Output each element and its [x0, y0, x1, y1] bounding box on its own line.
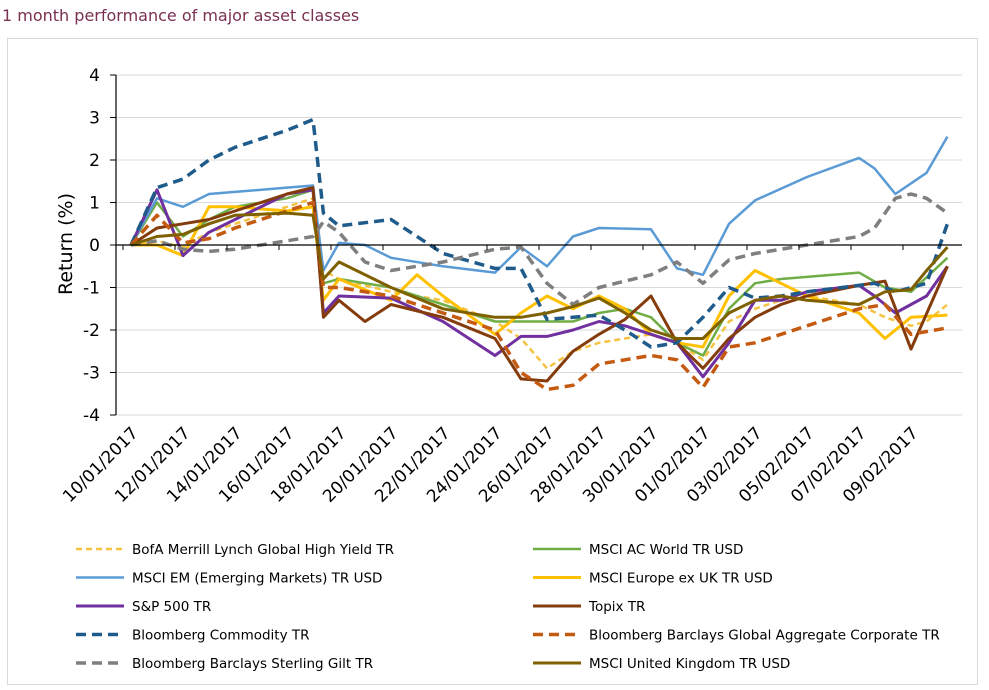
y-tick-label: -4 [83, 406, 100, 426]
y-tick-label: 3 [89, 109, 100, 129]
series-line [129, 200, 948, 392]
y-tick-label: 0 [89, 236, 100, 256]
legend-label: S&P 500 TR [132, 599, 211, 615]
legend-label: MSCI EM (Emerging Markets) TR USD [132, 571, 382, 587]
legend-label: Bloomberg Barclays Global Aggregate Corp… [589, 628, 940, 644]
axes: 43210-1-2-3-410/01/201712/01/201714/01/2… [59, 66, 962, 507]
legend-label: Bloomberg Barclays Sterling Gilt TR [132, 656, 373, 672]
y-tick-label: -2 [83, 321, 100, 341]
legend-label: MSCI AC World TR USD [589, 542, 743, 558]
y-tick-label: 4 [89, 66, 100, 86]
y-tick-label: 1 [89, 194, 100, 214]
legend-label: Topix TR [588, 599, 645, 615]
series-line [130, 197, 949, 370]
chart-frame [7, 38, 978, 685]
series-line [129, 188, 949, 379]
series-line [130, 186, 949, 383]
legend-label: MSCI Europe ex UK TR USD [589, 571, 773, 587]
series-line [130, 192, 949, 307]
series-line [130, 211, 949, 340]
legend-label: MSCI United Kingdom TR USD [589, 656, 790, 672]
series-line [131, 205, 948, 349]
series-line [129, 117, 950, 349]
y-axis-title: Return (%) [55, 193, 77, 295]
series-lines [129, 117, 950, 392]
y-tick-label: -1 [83, 279, 100, 299]
page-title: 1 month performance of major asset class… [2, 6, 360, 25]
legend-label: Bloomberg Commodity TR [132, 628, 310, 644]
series-line [129, 135, 949, 277]
legend: BofA Merrill Lynch Global High Yield TR M… [76, 542, 940, 672]
y-tick-label: -3 [83, 364, 100, 384]
legend-label: BofA Merrill Lynch Global High Yield TR [132, 542, 394, 558]
y-tick-label: 2 [89, 151, 100, 171]
